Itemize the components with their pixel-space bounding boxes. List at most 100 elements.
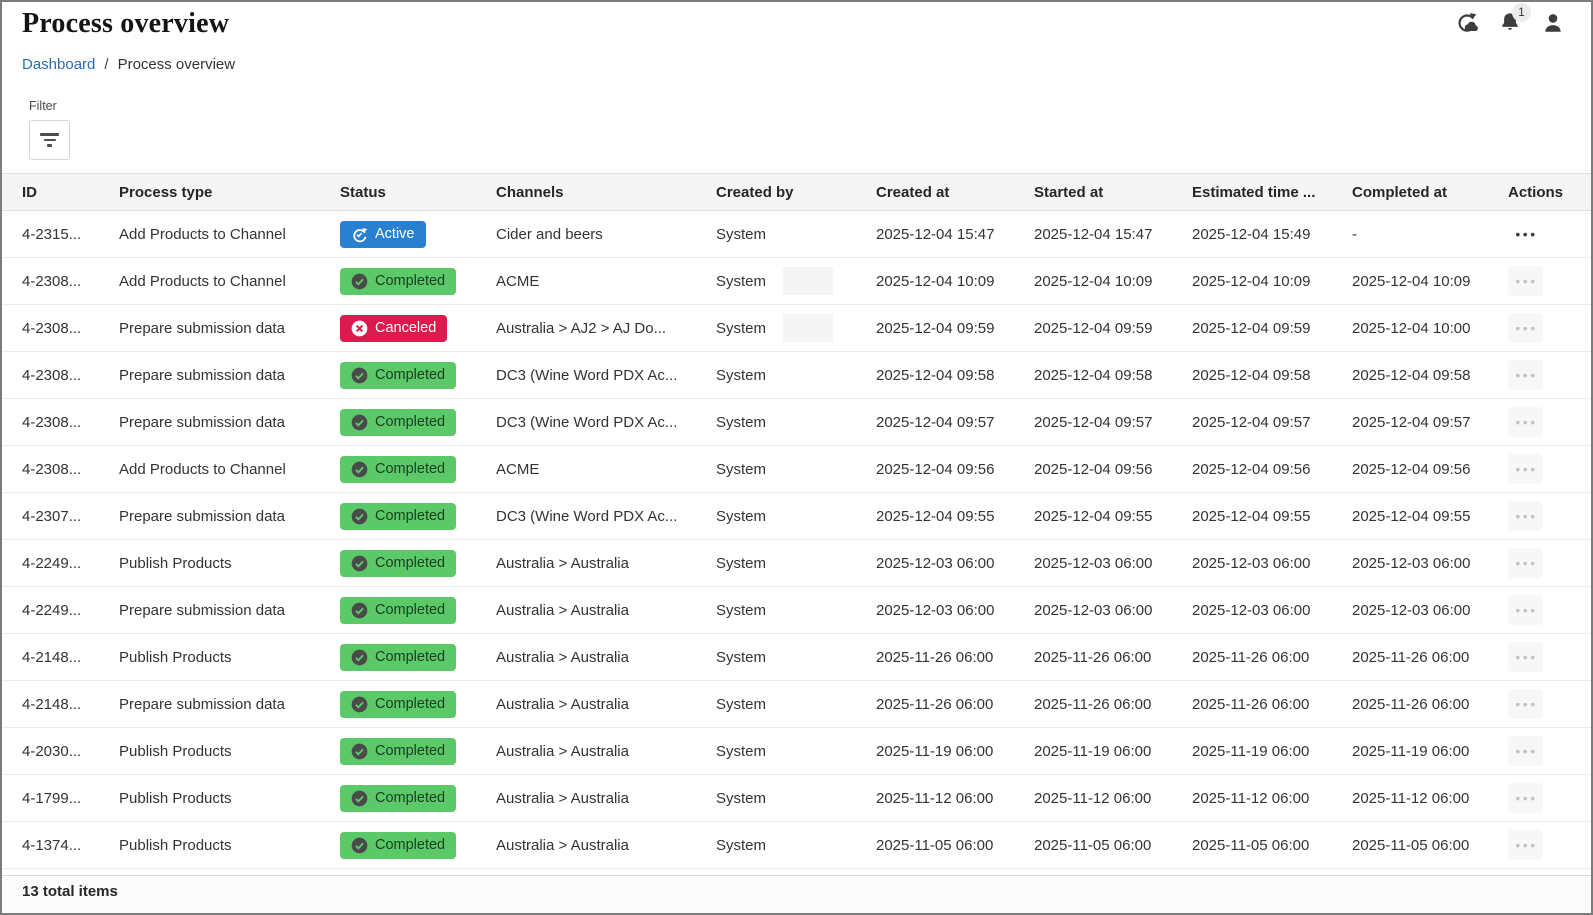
cell-channels: ACME <box>496 272 540 290</box>
row-actions-button[interactable]: ••• <box>1508 736 1543 766</box>
cell-created-at: 2025-11-26 06:00 <box>876 648 994 666</box>
notifications-bell-icon[interactable]: 1 <box>1498 3 1531 35</box>
row-actions-button[interactable]: ••• <box>1508 642 1543 672</box>
table-row: 4-2308... Prepare submission data Canceled… <box>2 305 1591 352</box>
cell-channels: Cider and beers <box>496 225 603 243</box>
row-actions-button[interactable]: ••• <box>1508 313 1543 343</box>
status-badge: Completed <box>340 502 457 530</box>
cell-completed-at: 2025-12-04 09:56 <box>1352 460 1471 478</box>
cell-created-at: 2025-12-04 09:57 <box>876 413 995 431</box>
check-circle-icon <box>351 649 368 666</box>
cell-id: 4-2308... <box>22 413 82 431</box>
cell-started-at: 2025-12-03 06:00 <box>1034 554 1153 572</box>
row-actions-button[interactable]: ••• <box>1508 219 1543 249</box>
status-badge: Completed <box>340 596 457 624</box>
cell-channels: Australia > Australia <box>496 695 629 713</box>
cell-estimated-time: 2025-12-03 06:00 <box>1192 554 1311 572</box>
cell-estimated-time: 2025-12-04 10:09 <box>1192 272 1311 290</box>
cell-completed-at: 2025-12-04 09:58 <box>1352 366 1471 384</box>
status-label: Completed <box>375 602 446 618</box>
column-header-status[interactable]: Status <box>340 183 386 201</box>
status-label: Completed <box>375 649 446 665</box>
cell-channels: Australia > Australia <box>496 601 629 619</box>
cell-completed-at: 2025-12-03 06:00 <box>1352 601 1471 619</box>
cell-created-by: System <box>716 742 767 760</box>
column-header-created-by[interactable]: Created by <box>716 183 794 201</box>
cell-created-at: 2025-11-05 06:00 <box>876 836 994 854</box>
header-icons: 1 <box>1455 3 1565 35</box>
table-row: 4-2308... Add Products to Channel Complete… <box>2 258 1591 305</box>
ellipsis-icon: ••• <box>1515 367 1538 383</box>
cell-process-type: Prepare submission data <box>119 413 285 431</box>
cell-id: 4-2148... <box>22 695 82 713</box>
cell-process-type: Publish Products <box>119 554 232 572</box>
column-header-started-at[interactable]: Started at <box>1034 183 1104 201</box>
row-actions-button[interactable]: ••• <box>1508 595 1543 625</box>
cell-started-at: 2025-12-04 09:55 <box>1034 507 1153 525</box>
cell-created-at: 2025-11-19 06:00 <box>876 742 994 760</box>
status-label: Completed <box>375 790 446 806</box>
row-actions-button[interactable]: ••• <box>1508 266 1543 296</box>
cell-estimated-time: 2025-11-12 06:00 <box>1192 789 1310 807</box>
cell-process-type: Prepare submission data <box>119 319 285 337</box>
cell-id: 4-2030... <box>22 742 82 760</box>
table-header-row: ID Process type Status Channels Created by Cr… <box>2 173 1591 211</box>
cell-created-by: System <box>716 225 767 243</box>
check-circle-icon <box>351 602 368 619</box>
row-actions-button[interactable]: ••• <box>1508 689 1543 719</box>
column-header-actions[interactable]: Actions <box>1508 183 1564 201</box>
loading-placeholder <box>783 267 834 295</box>
cell-created-at: 2025-11-12 06:00 <box>876 789 994 807</box>
check-circle-icon <box>351 837 368 854</box>
cell-estimated-time: 2025-11-19 06:00 <box>1192 742 1310 760</box>
ellipsis-icon: ••• <box>1515 649 1538 665</box>
column-header-id[interactable]: ID <box>22 183 37 201</box>
check-circle-icon <box>351 508 368 525</box>
cell-id: 4-2308... <box>22 319 82 337</box>
cell-id: 4-2308... <box>22 460 82 478</box>
row-actions-button[interactable]: ••• <box>1508 454 1543 484</box>
cell-process-type: Add Products to Channel <box>119 272 286 290</box>
cell-created-at: 2025-12-03 06:00 <box>876 601 995 619</box>
filter-button[interactable] <box>29 120 70 160</box>
table-row: 4-2308... Add Products to Channel Complete… <box>2 446 1591 493</box>
cell-started-at: 2025-12-04 09:58 <box>1034 366 1153 384</box>
page-header: Process overview 1 <box>2 2 1591 40</box>
status-label: Completed <box>375 837 446 853</box>
breadcrumb-dashboard-link[interactable]: Dashboard <box>22 56 96 73</box>
cell-id: 4-2307... <box>22 507 82 525</box>
cell-id: 4-2315... <box>22 225 82 243</box>
cell-channels: Australia > AJ2 > AJ Do... <box>496 319 667 337</box>
cell-id: 4-2148... <box>22 648 82 666</box>
row-actions-button[interactable]: ••• <box>1508 501 1543 531</box>
cell-channels: DC3 (Wine Word PDX Ac... <box>496 507 678 525</box>
check-circle-icon <box>351 696 368 713</box>
breadcrumb-current: Process overview <box>117 56 236 73</box>
process-table: ID Process type Status Channels Created by Cr… <box>2 173 1591 869</box>
cell-completed-at: 2025-12-04 10:00 <box>1352 319 1471 337</box>
row-actions-button[interactable]: ••• <box>1508 360 1543 390</box>
column-header-channels[interactable]: Channels <box>496 183 564 201</box>
cell-started-at: 2025-11-26 06:00 <box>1034 648 1152 666</box>
cell-started-at: 2025-12-04 09:59 <box>1034 319 1153 337</box>
column-header-estimated-time[interactable]: Estimated time ... <box>1192 183 1316 201</box>
column-header-process-type[interactable]: Process type <box>119 183 213 201</box>
row-actions-button[interactable]: ••• <box>1508 407 1543 437</box>
row-actions-button[interactable]: ••• <box>1508 783 1543 813</box>
user-icon[interactable] <box>1541 11 1565 35</box>
table-row: 4-2307... Prepare submission data Complete… <box>2 493 1591 540</box>
column-header-created-at[interactable]: Created at <box>876 183 950 201</box>
cell-estimated-time: 2025-12-04 09:59 <box>1192 319 1311 337</box>
sync-cloud-icon[interactable] <box>1455 11 1479 35</box>
row-actions-button[interactable]: ••• <box>1508 548 1543 578</box>
cell-process-type: Add Products to Channel <box>119 460 286 478</box>
cell-created-at: 2025-12-03 06:00 <box>876 554 995 572</box>
cell-completed-at: 2025-12-03 06:00 <box>1352 554 1471 572</box>
cell-estimated-time: 2025-12-04 09:57 <box>1192 413 1311 431</box>
row-actions-button[interactable]: ••• <box>1508 830 1543 860</box>
cell-created-at: 2025-12-04 15:47 <box>876 225 995 243</box>
cell-estimated-time: 2025-11-26 06:00 <box>1192 648 1310 666</box>
column-header-completed-at[interactable]: Completed at <box>1352 183 1448 201</box>
cell-completed-at: 2025-12-04 09:57 <box>1352 413 1471 431</box>
cell-estimated-time: 2025-12-04 09:56 <box>1192 460 1311 478</box>
